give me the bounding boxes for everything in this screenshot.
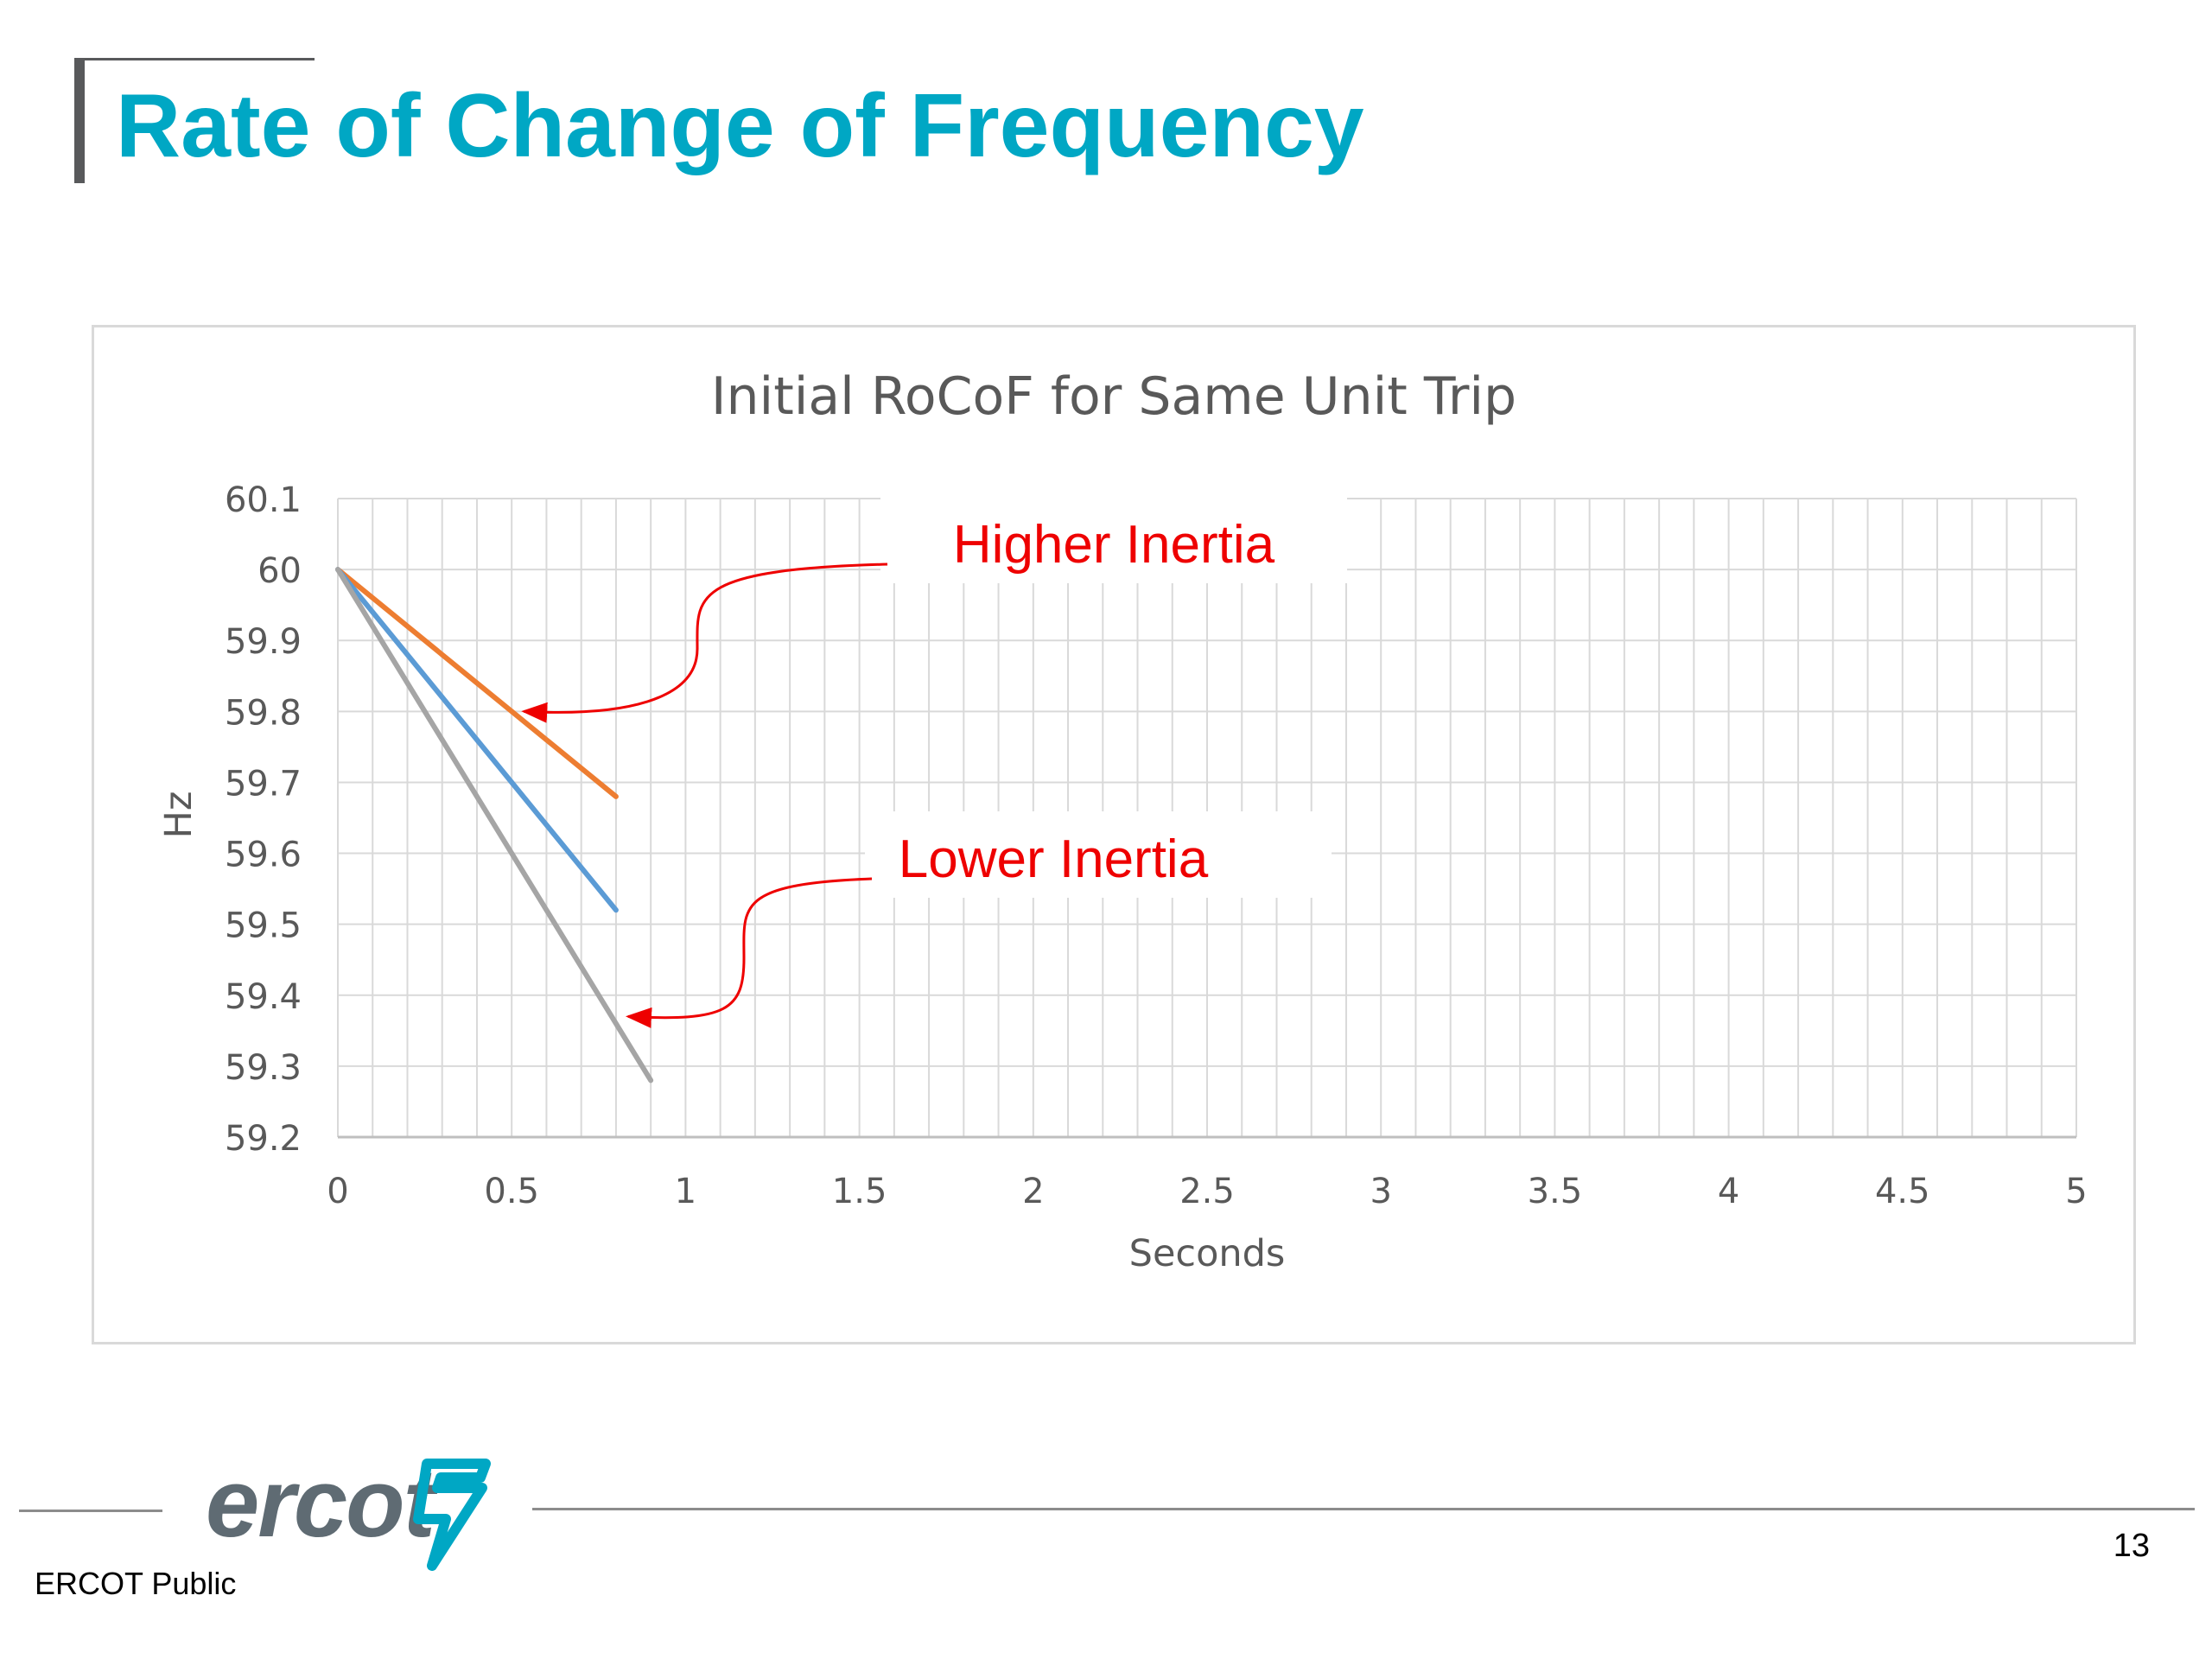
y-axis-label: Hz [157, 791, 200, 839]
x-tick-label: 0 [327, 1172, 348, 1211]
chart-title: Initial RoCoF for Same Unit Trip [711, 366, 1516, 427]
chart-annotations: Higher Inertia Lower Inertia [521, 497, 1347, 1028]
annotation-label-bg [880, 497, 1347, 583]
y-tick-label: 59.6 [225, 836, 302, 875]
y-tick-label: 59.8 [225, 693, 302, 733]
x-tick-label: 1 [675, 1172, 696, 1211]
footer-rule-right [532, 1508, 2195, 1510]
y-tick-label: 59.3 [225, 1048, 302, 1088]
y-tick-label: 59.5 [225, 906, 302, 946]
x-tick-label: 2 [1022, 1172, 1044, 1211]
annotation-label: Lower Inertia [899, 830, 1209, 889]
x-tick-label: 1.5 [832, 1172, 887, 1211]
x-tick-label: 3.5 [1528, 1172, 1583, 1211]
y-tick-label: 60 [257, 551, 302, 591]
page-number: 13 [2113, 1528, 2150, 1564]
series-line-2 [335, 567, 619, 913]
y-tick-label: 60.1 [225, 480, 302, 520]
x-tick-label: 3 [1370, 1172, 1391, 1211]
ercot-bolt-icon [413, 1459, 491, 1571]
y-tick-label: 59.4 [225, 977, 302, 1017]
annotation-arrow [521, 563, 888, 723]
x-tick-label: 0.5 [484, 1172, 539, 1211]
series-line-3 [335, 567, 654, 1084]
x-tick-label: 2.5 [1179, 1172, 1235, 1211]
title-accent-bar [74, 60, 85, 183]
y-tick-label: 59.9 [225, 622, 302, 662]
chart-axes: 59.2 59.3 59.4 59.5 59.6 59.7 59.8 59.9 60 60.1 0 0… [225, 480, 2088, 1211]
footer-rule-left [19, 1510, 162, 1512]
chart-grid [337, 498, 2077, 1138]
ercot-logo-text: ercot [206, 1449, 435, 1557]
y-tick-label: 59.7 [225, 764, 302, 804]
x-tick-label: 4 [1718, 1172, 1739, 1211]
y-tick-label: 59.2 [225, 1119, 302, 1159]
chart-series [335, 567, 654, 1084]
public-label: ERCOT Public [35, 1566, 237, 1601]
annotation-arrow [625, 877, 873, 1028]
annotation-label: Higher Inertia [953, 515, 1275, 575]
slide-title: Rate of Change of Frequency [116, 76, 1364, 176]
series-line-1 [335, 567, 619, 799]
x-tick-label: 5 [2065, 1172, 2087, 1211]
rocof-chart: 59.2 59.3 59.4 59.5 59.6 59.7 59.8 59.9 60 60.1 0 0… [157, 366, 2088, 1275]
x-tick-label: 4.5 [1875, 1172, 1930, 1211]
chart-frame: 59.2 59.3 59.4 59.5 59.6 59.7 59.8 59.9 60 60.1 0 0… [92, 325, 2136, 1344]
title-top-rule [74, 58, 315, 60]
annotation-label-bg [865, 811, 1332, 898]
x-axis-label: Seconds [1129, 1232, 1286, 1275]
